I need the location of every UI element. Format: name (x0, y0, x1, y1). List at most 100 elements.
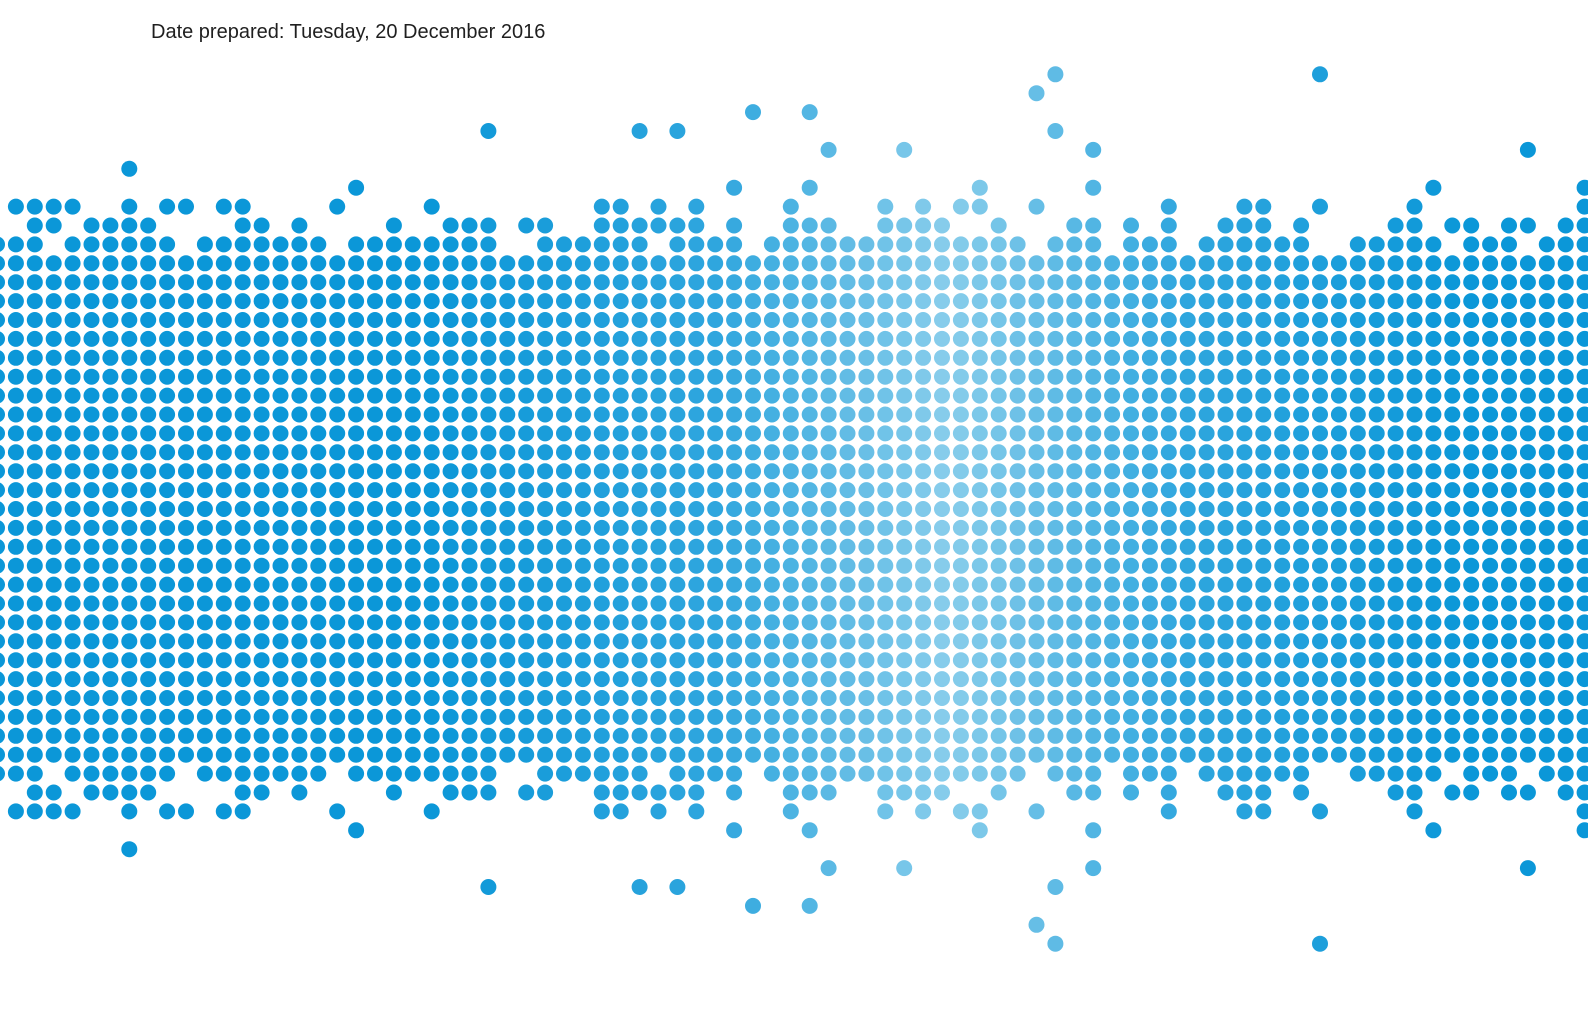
pattern-dot (1274, 236, 1291, 253)
pattern-dot (745, 274, 761, 291)
pattern-dot (574, 519, 591, 536)
pattern-dot (1576, 179, 1588, 196)
pattern-dot (140, 444, 157, 461)
pattern-dot (1538, 236, 1555, 253)
pattern-dot (234, 765, 251, 782)
pattern-dot (1425, 425, 1442, 442)
pattern-dot (1425, 255, 1442, 272)
pattern-dot (102, 690, 119, 706)
pattern-dot (593, 349, 610, 366)
pattern-dot (1406, 406, 1423, 423)
pattern-dot (423, 198, 440, 215)
pattern-dot (1482, 255, 1499, 272)
pattern-dot (839, 519, 856, 536)
pattern-dot (669, 123, 686, 139)
pattern-dot (1349, 614, 1366, 631)
pattern-dot (1501, 368, 1517, 385)
pattern-dot (64, 557, 81, 574)
pattern-dot (1501, 217, 1517, 234)
pattern-dot (64, 727, 81, 744)
pattern-dot (1387, 463, 1404, 480)
pattern-dot (990, 368, 1007, 385)
pattern-dot (1425, 614, 1442, 631)
pattern-dot (1387, 425, 1404, 442)
pattern-dot (499, 349, 516, 366)
pattern-dot (726, 746, 743, 763)
pattern-dot (64, 482, 81, 499)
pattern-dot (45, 595, 62, 612)
pattern-dot (537, 576, 554, 593)
pattern-dot (669, 538, 686, 555)
pattern-dot (631, 312, 648, 328)
pattern-dot (461, 595, 478, 612)
pattern-dot (1519, 217, 1536, 234)
pattern-dot (556, 293, 572, 310)
pattern-dot (537, 708, 554, 725)
pattern-dot (763, 274, 780, 291)
pattern-dot (1123, 330, 1139, 347)
pattern-dot (858, 236, 875, 253)
pattern-dot (64, 406, 81, 423)
pattern-dot (1538, 274, 1555, 291)
pattern-dot (140, 236, 157, 253)
pattern-dot (801, 312, 818, 328)
pattern-dot (593, 501, 610, 517)
pattern-dot (990, 708, 1007, 725)
pattern-dot (272, 463, 289, 480)
pattern-dot (1368, 482, 1385, 499)
pattern-dot (234, 236, 251, 253)
pattern-dot (329, 425, 346, 442)
pattern-dot (423, 576, 440, 593)
pattern-dot (253, 784, 270, 801)
pattern-dot (1330, 368, 1347, 385)
pattern-dot (442, 274, 459, 291)
pattern-dot (952, 803, 969, 820)
pattern-dot (763, 652, 780, 669)
pattern-dot (1349, 349, 1366, 366)
pattern-dot (310, 576, 327, 593)
pattern-dot (291, 368, 308, 385)
pattern-dot (593, 803, 610, 820)
pattern-dot (26, 576, 43, 593)
pattern-dot (612, 501, 629, 517)
pattern-dot (234, 803, 251, 820)
pattern-dot (1179, 330, 1196, 347)
pattern-dot (1066, 784, 1083, 801)
pattern-dot (726, 690, 743, 706)
pattern-dot (1217, 784, 1234, 801)
pattern-dot (990, 784, 1007, 801)
pattern-dot (1349, 501, 1366, 517)
pattern-dot (1330, 576, 1347, 593)
pattern-dot (631, 255, 648, 272)
pattern-dot (121, 765, 138, 782)
pattern-dot (1009, 330, 1026, 347)
pattern-dot (159, 463, 176, 480)
pattern-dot (140, 255, 157, 272)
pattern-dot (726, 765, 743, 782)
pattern-dot (1293, 368, 1310, 385)
pattern-dot (574, 482, 591, 499)
pattern-dot (934, 425, 950, 442)
pattern-dot (1141, 236, 1158, 253)
pattern-dot (1028, 538, 1045, 555)
pattern-dot (215, 406, 232, 423)
pattern-dot (1387, 538, 1404, 555)
pattern-dot (896, 727, 913, 744)
pattern-dot (367, 727, 383, 744)
pattern-dot (140, 406, 157, 423)
pattern-dot (1501, 425, 1517, 442)
pattern-dot (64, 425, 81, 442)
pattern-dot (1519, 293, 1536, 310)
pattern-dot (1047, 406, 1064, 423)
pattern-dot (1028, 387, 1045, 404)
pattern-dot (310, 425, 327, 442)
pattern-dot (971, 595, 988, 612)
pattern-dot (631, 274, 648, 291)
pattern-dot (1066, 406, 1083, 423)
pattern-dot (1198, 633, 1215, 650)
pattern-dot (121, 614, 138, 631)
pattern-dot (1047, 652, 1064, 669)
pattern-dot (782, 614, 799, 631)
pattern-dot (1406, 727, 1423, 744)
pattern-dot (934, 708, 950, 725)
